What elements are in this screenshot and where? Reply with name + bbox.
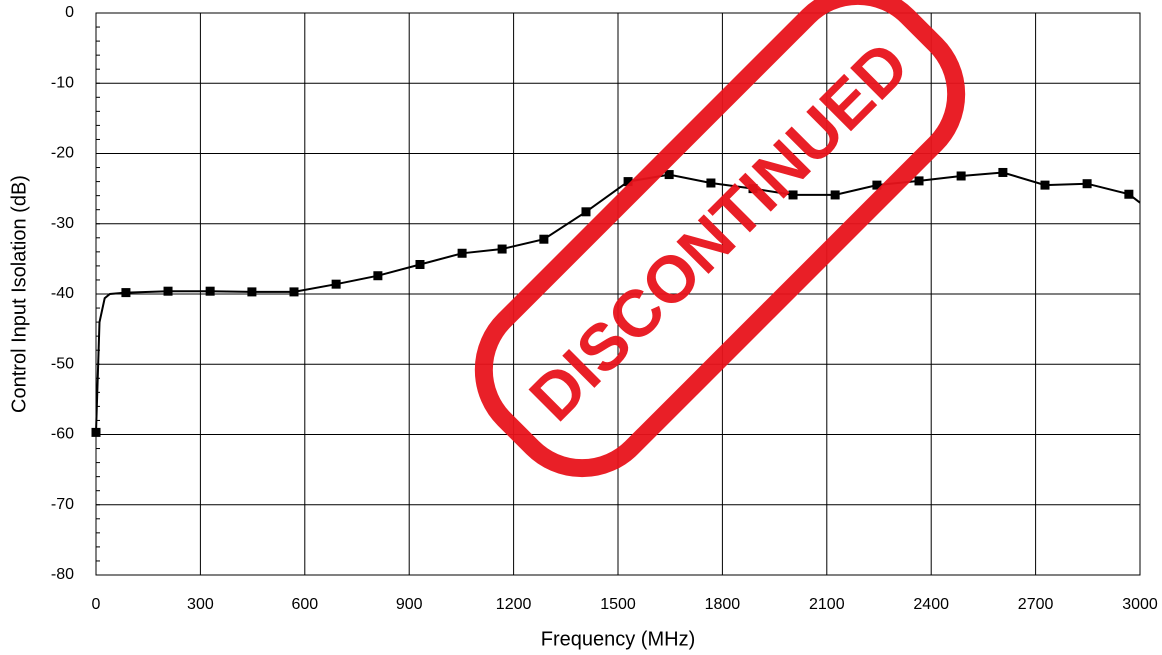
x-tick-label: 0 xyxy=(92,596,101,613)
y-tick-label: -10 xyxy=(51,74,74,91)
x-tick-label: 600 xyxy=(291,596,318,613)
y-tick-label: -40 xyxy=(51,285,74,302)
x-tick-label: 1500 xyxy=(600,596,636,613)
marker xyxy=(1082,179,1092,189)
y-tick-label: -80 xyxy=(51,566,74,583)
y-tick-label: -20 xyxy=(51,145,74,162)
y-tick-label: -30 xyxy=(51,215,74,232)
x-axis-label: Frequency (MHz) xyxy=(541,628,695,650)
x-tick-label: 300 xyxy=(187,596,214,613)
x-tick-label: 1200 xyxy=(496,596,532,613)
marker xyxy=(706,178,716,188)
marker xyxy=(1124,189,1134,199)
marker xyxy=(121,288,131,298)
line xyxy=(95,171,1141,433)
marker xyxy=(331,279,341,289)
x-tick-label: 3000 xyxy=(1122,596,1158,613)
marker xyxy=(872,180,882,190)
marker xyxy=(830,190,840,200)
marker xyxy=(373,271,383,281)
marker xyxy=(205,286,215,296)
marker xyxy=(748,184,758,194)
y-tick-label: 0 xyxy=(65,4,74,21)
marker xyxy=(91,427,101,437)
marker xyxy=(956,171,966,181)
marker xyxy=(998,167,1008,177)
marker xyxy=(415,259,425,269)
marker xyxy=(247,287,257,297)
marker xyxy=(539,234,549,244)
y-tick-label: -60 xyxy=(51,426,74,443)
y-axis-label: Control Input Isolation (dB) xyxy=(8,175,30,413)
x-tick-label: 900 xyxy=(396,596,423,613)
marker xyxy=(914,176,924,186)
marker xyxy=(623,177,633,187)
marker xyxy=(457,248,467,258)
marker xyxy=(497,244,507,254)
marker xyxy=(788,190,798,200)
y-tick-label: -50 xyxy=(51,355,74,372)
marker xyxy=(581,207,591,217)
marker xyxy=(289,287,299,297)
y-tick-label: -70 xyxy=(51,496,74,513)
marker xyxy=(1040,180,1050,190)
marker xyxy=(163,286,173,296)
x-tick-label: 2100 xyxy=(809,596,845,613)
x-tick-label: 1800 xyxy=(705,596,741,613)
x-tick-label: 2400 xyxy=(913,596,949,613)
marker xyxy=(664,170,674,180)
stamp-border xyxy=(474,0,966,478)
x-tick-label: 2700 xyxy=(1018,596,1054,613)
